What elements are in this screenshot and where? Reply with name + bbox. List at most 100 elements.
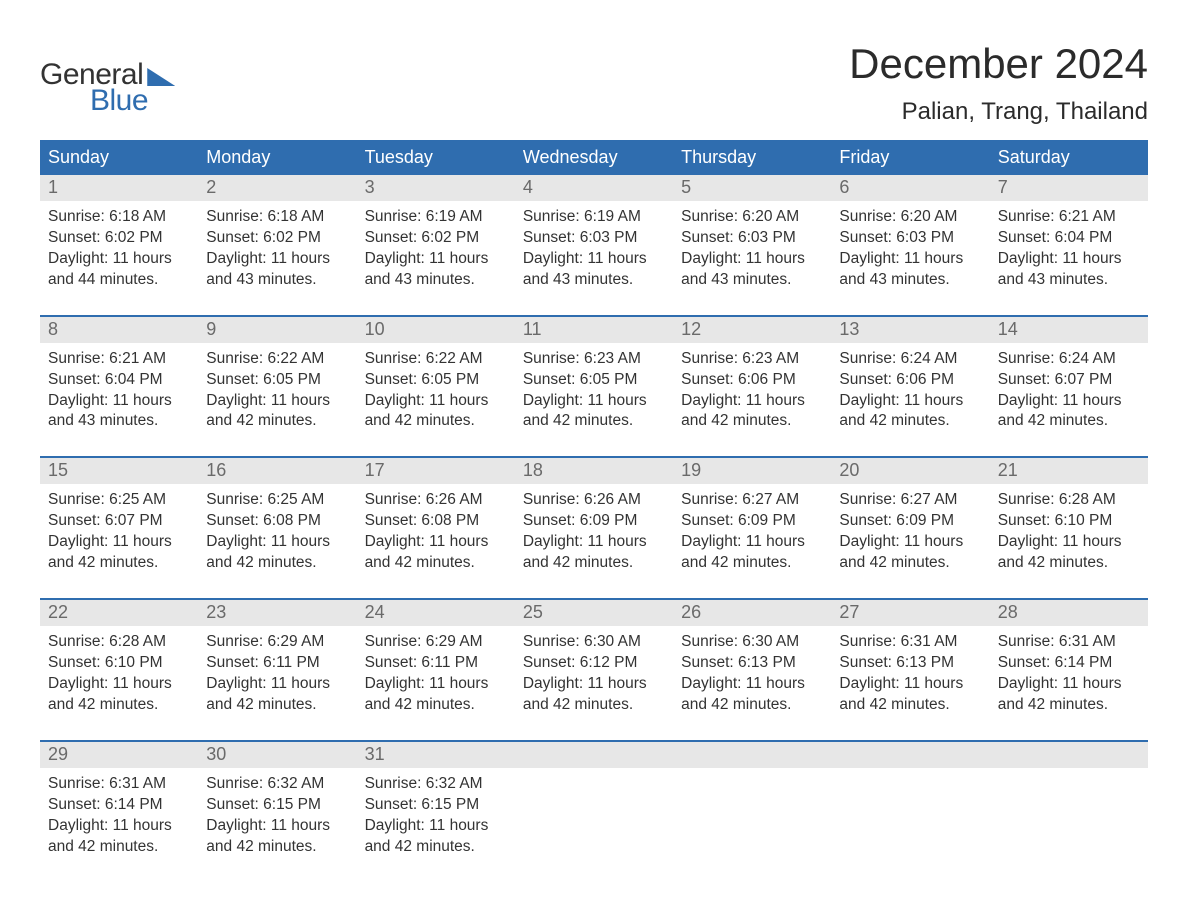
brand-logo: General Blue (40, 40, 175, 118)
calendar-day-cell: 4Sunrise: 6:19 AMSunset: 6:03 PMDaylight… (515, 175, 673, 293)
day-details: Sunrise: 6:25 AMSunset: 6:07 PMDaylight:… (40, 484, 198, 576)
sunrise-text: Sunrise: 6:26 AM (365, 490, 507, 511)
daylight-line2: and 43 minutes. (523, 270, 665, 291)
daylight-line1: Daylight: 11 hours (839, 391, 981, 412)
sunset-text: Sunset: 6:05 PM (365, 370, 507, 391)
weekday-header: Sunday (40, 140, 198, 175)
calendar-day-cell: 15Sunrise: 6:25 AMSunset: 6:07 PMDayligh… (40, 458, 198, 576)
day-number: 31 (357, 742, 515, 768)
day-details: Sunrise: 6:24 AMSunset: 6:06 PMDaylight:… (831, 343, 989, 435)
daylight-line1: Daylight: 11 hours (839, 674, 981, 695)
daylight-line2: and 42 minutes. (206, 411, 348, 432)
day-details: Sunrise: 6:24 AMSunset: 6:07 PMDaylight:… (990, 343, 1148, 435)
day-details: Sunrise: 6:29 AMSunset: 6:11 PMDaylight:… (357, 626, 515, 718)
daylight-line1: Daylight: 11 hours (681, 674, 823, 695)
sunrise-text: Sunrise: 6:18 AM (48, 207, 190, 228)
sunrise-text: Sunrise: 6:28 AM (48, 632, 190, 653)
sunrise-text: Sunrise: 6:24 AM (839, 349, 981, 370)
daylight-line1: Daylight: 11 hours (365, 249, 507, 270)
sunrise-text: Sunrise: 6:28 AM (998, 490, 1140, 511)
sunrise-text: Sunrise: 6:31 AM (839, 632, 981, 653)
calendar-day-cell: 27 Sunrise: 6:31 AMSunset: 6:13 PMDayligh… (831, 600, 989, 718)
calendar-day-cell: 19Sunrise: 6:27 AMSunset: 6:09 PMDayligh… (673, 458, 831, 576)
day-details: Sunrise: 6:21 AMSunset: 6:04 PMDaylight:… (990, 201, 1148, 293)
day-details: Sunrise: 6:26 AMSunset: 6:09 PMDaylight:… (515, 484, 673, 576)
sunset-text: Sunset: 6:13 PM (839, 653, 981, 674)
calendar-day-cell: 30Sunrise: 6:32 AMSunset: 6:15 PMDayligh… (198, 742, 356, 860)
sunset-text: Sunset: 6:15 PM (206, 795, 348, 816)
sunset-text: Sunset: 6:08 PM (206, 511, 348, 532)
day-number (990, 742, 1148, 768)
calendar-day-cell: 25Sunrise: 6:30 AMSunset: 6:12 PMDayligh… (515, 600, 673, 718)
daylight-line1: Daylight: 11 hours (48, 391, 190, 412)
day-number: 4 (515, 175, 673, 201)
calendar-week: 29Sunrise: 6:31 AMSunset: 6:14 PMDayligh… (40, 740, 1148, 860)
daylight-line2: and 43 minutes. (681, 270, 823, 291)
title-block: December 2024 Palian, Trang, Thailand (849, 40, 1148, 126)
calendar-week: 8Sunrise: 6:21 AMSunset: 6:04 PMDaylight… (40, 315, 1148, 435)
weekday-header: Friday (831, 140, 989, 175)
daylight-line1: Daylight: 11 hours (365, 391, 507, 412)
sunset-text: Sunset: 6:03 PM (839, 228, 981, 249)
daylight-line2: and 42 minutes. (206, 553, 348, 574)
sunrise-text: Sunrise: 6:21 AM (48, 349, 190, 370)
sunset-text: Sunset: 6:13 PM (681, 653, 823, 674)
sunrise-text: Sunrise: 6:22 AM (206, 349, 348, 370)
sunset-text: Sunset: 6:10 PM (48, 653, 190, 674)
daylight-line1: Daylight: 11 hours (523, 532, 665, 553)
daylight-line2: and 42 minutes. (839, 553, 981, 574)
day-details: Sunrise: 6:18 AMSunset: 6:02 PMDaylight:… (40, 201, 198, 293)
sunrise-text: Sunrise: 6:20 AM (839, 207, 981, 228)
daylight-line1: Daylight: 11 hours (839, 532, 981, 553)
daylight-line2: and 42 minutes. (681, 553, 823, 574)
daylight-line1: Daylight: 11 hours (523, 674, 665, 695)
sunset-text: Sunset: 6:06 PM (839, 370, 981, 391)
day-number: 17 (357, 458, 515, 484)
sunrise-text: Sunrise: 6:19 AM (523, 207, 665, 228)
day-number: 27 (831, 600, 989, 626)
day-number: 12 (673, 317, 831, 343)
calendar-day-cell: 22Sunrise: 6:28 AMSunset: 6:10 PMDayligh… (40, 600, 198, 718)
day-number: 11 (515, 317, 673, 343)
daylight-line1: Daylight: 11 hours (365, 532, 507, 553)
calendar-day-cell: 21Sunrise: 6:28 AMSunset: 6:10 PMDayligh… (990, 458, 1148, 576)
location-label: Palian, Trang, Thailand (849, 98, 1148, 126)
sunset-text: Sunset: 6:12 PM (523, 653, 665, 674)
day-details: Sunrise: 6:30 AMSunset: 6:12 PMDaylight:… (515, 626, 673, 718)
day-number: 9 (198, 317, 356, 343)
day-number: 26 (673, 600, 831, 626)
sunrise-text: Sunrise: 6:31 AM (48, 774, 190, 795)
day-number: 19 (673, 458, 831, 484)
month-title: December 2024 (849, 40, 1148, 88)
sunrise-text: Sunrise: 6:23 AM (523, 349, 665, 370)
calendar-day-cell: 5Sunrise: 6:20 AMSunset: 6:03 PMDaylight… (673, 175, 831, 293)
day-details: Sunrise: 6:22 AMSunset: 6:05 PMDaylight:… (357, 343, 515, 435)
daylight-line2: and 42 minutes. (48, 837, 190, 858)
calendar-day-cell: 14Sunrise: 6:24 AMSunset: 6:07 PMDayligh… (990, 317, 1148, 435)
daylight-line1: Daylight: 11 hours (839, 249, 981, 270)
day-details: Sunrise: 6:25 AMSunset: 6:08 PMDaylight:… (198, 484, 356, 576)
sunset-text: Sunset: 6:14 PM (48, 795, 190, 816)
day-details: Sunrise: 6:20 AMSunset: 6:03 PMDaylight:… (831, 201, 989, 293)
daylight-line2: and 42 minutes. (206, 695, 348, 716)
calendar-day-cell: 29Sunrise: 6:31 AMSunset: 6:14 PMDayligh… (40, 742, 198, 860)
calendar-week: 1Sunrise: 6:18 AMSunset: 6:02 PMDaylight… (40, 175, 1148, 293)
day-details: Sunrise: 6:23 AMSunset: 6:05 PMDaylight:… (515, 343, 673, 435)
sunrise-text: Sunrise: 6:22 AM (365, 349, 507, 370)
calendar-day-cell: 17Sunrise: 6:26 AMSunset: 6:08 PMDayligh… (357, 458, 515, 576)
calendar-day-cell: 10Sunrise: 6:22 AMSunset: 6:05 PMDayligh… (357, 317, 515, 435)
day-number: 30 (198, 742, 356, 768)
sunset-text: Sunset: 6:14 PM (998, 653, 1140, 674)
daylight-line2: and 42 minutes. (365, 411, 507, 432)
day-number: 21 (990, 458, 1148, 484)
daylight-line2: and 42 minutes. (998, 411, 1140, 432)
day-number: 5 (673, 175, 831, 201)
daylight-line1: Daylight: 11 hours (206, 532, 348, 553)
daylight-line1: Daylight: 11 hours (48, 532, 190, 553)
calendar-day-cell: 13Sunrise: 6:24 AMSunset: 6:06 PMDayligh… (831, 317, 989, 435)
day-details: Sunrise: 6:32 AMSunset: 6:15 PMDaylight:… (357, 768, 515, 860)
sunset-text: Sunset: 6:05 PM (523, 370, 665, 391)
daylight-line1: Daylight: 11 hours (681, 391, 823, 412)
daylight-line1: Daylight: 11 hours (206, 674, 348, 695)
day-number: 25 (515, 600, 673, 626)
